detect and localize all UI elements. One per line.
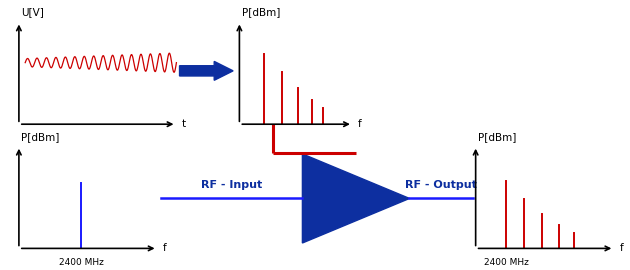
Text: RF - Output: RF - Output — [405, 180, 477, 190]
Text: U[V]: U[V] — [21, 8, 44, 18]
Text: 2400 MHz: 2400 MHz — [59, 258, 104, 267]
FancyArrow shape — [180, 61, 233, 80]
Text: 2400 MHz: 2400 MHz — [484, 258, 529, 267]
Text: f: f — [358, 119, 362, 129]
Polygon shape — [302, 154, 410, 243]
Text: P[dBm]: P[dBm] — [21, 132, 60, 142]
Text: P[dBm]: P[dBm] — [478, 132, 517, 142]
Text: t: t — [181, 119, 186, 129]
Text: P[dBm]: P[dBm] — [242, 8, 280, 18]
Text: RF - Input: RF - Input — [201, 180, 262, 190]
Text: f: f — [163, 243, 166, 254]
Text: f: f — [619, 243, 623, 254]
